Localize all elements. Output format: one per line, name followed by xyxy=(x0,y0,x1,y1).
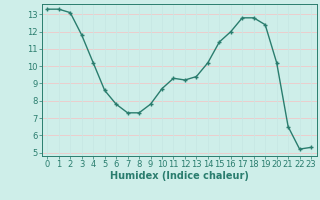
X-axis label: Humidex (Indice chaleur): Humidex (Indice chaleur) xyxy=(110,171,249,181)
